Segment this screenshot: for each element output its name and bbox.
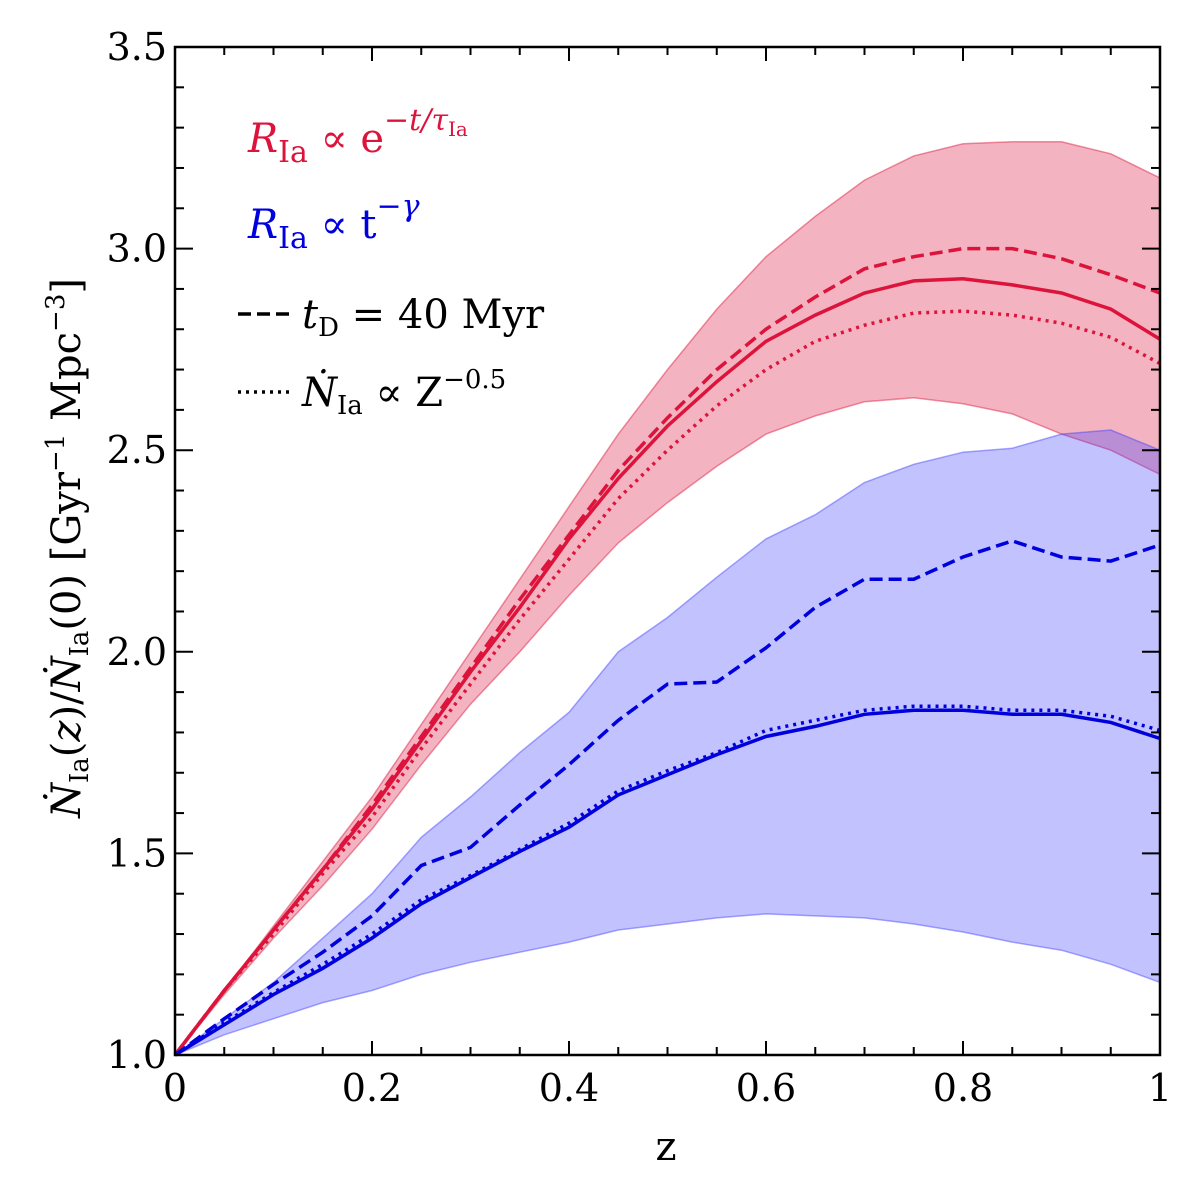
y-axis-label: ṄIa(z)/ṄIa(0) [Gyr−1 Mpc−3] xyxy=(41,278,95,819)
line-exponential-solid xyxy=(173,277,1161,1057)
line-power-law-solid xyxy=(174,708,1161,1057)
x-tick-label: 0.6 xyxy=(736,1066,796,1110)
legend-dashed: tD = 40 Myr xyxy=(302,292,545,343)
line-power-law-dashed xyxy=(173,539,1161,1057)
y-tick-label: 2.5 xyxy=(107,428,167,472)
x-tick-label: 0.4 xyxy=(539,1066,599,1110)
tick-labels: 0 0.2 0.4 0.6 0.8 1 1.0 1.5 2.0 2.5 3.0 3.5 xyxy=(107,25,1173,1110)
x-tick-label: 1 xyxy=(1148,1066,1172,1110)
uncertainty-bands xyxy=(174,141,1161,1056)
x-tick-label: 0.8 xyxy=(933,1066,993,1110)
svg-text:ṄIa(z)/ṄIa(0) [Gyr−1 Mpc−3]: ṄIa(z)/ṄIa(0) [Gyr−1 Mpc−3] xyxy=(41,278,95,819)
band-power-law xyxy=(174,429,1161,1056)
axis-ticks xyxy=(174,46,1161,1056)
legend: RIa ∝ e−t/τIa RIa ∝ t−γ tD = 40 Myr ṄIa … xyxy=(238,103,545,421)
legend-dotted: ṄIa ∝ Z−0.5 xyxy=(301,365,506,421)
legend-exponential: RIa ∝ e−t/τIa xyxy=(247,103,468,170)
y-tick-label: 1.5 xyxy=(107,831,167,875)
series-lines xyxy=(173,246,1161,1057)
line-exponential-dashed xyxy=(173,246,1161,1057)
x-tick-label: 0 xyxy=(163,1066,187,1110)
y-tick-label: 3.5 xyxy=(107,25,167,69)
line-power-law-dotted xyxy=(174,704,1161,1057)
plot-frame xyxy=(173,45,1162,1057)
x-axis-label: z xyxy=(655,1124,676,1170)
x-tick-label: 0.2 xyxy=(342,1066,402,1110)
y-tick-label: 1.0 xyxy=(107,1033,167,1077)
y-tick-label: 3.0 xyxy=(107,227,167,271)
y-tick-label: 2.0 xyxy=(107,630,167,674)
legend-power-law: RIa ∝ t−γ xyxy=(247,189,420,256)
